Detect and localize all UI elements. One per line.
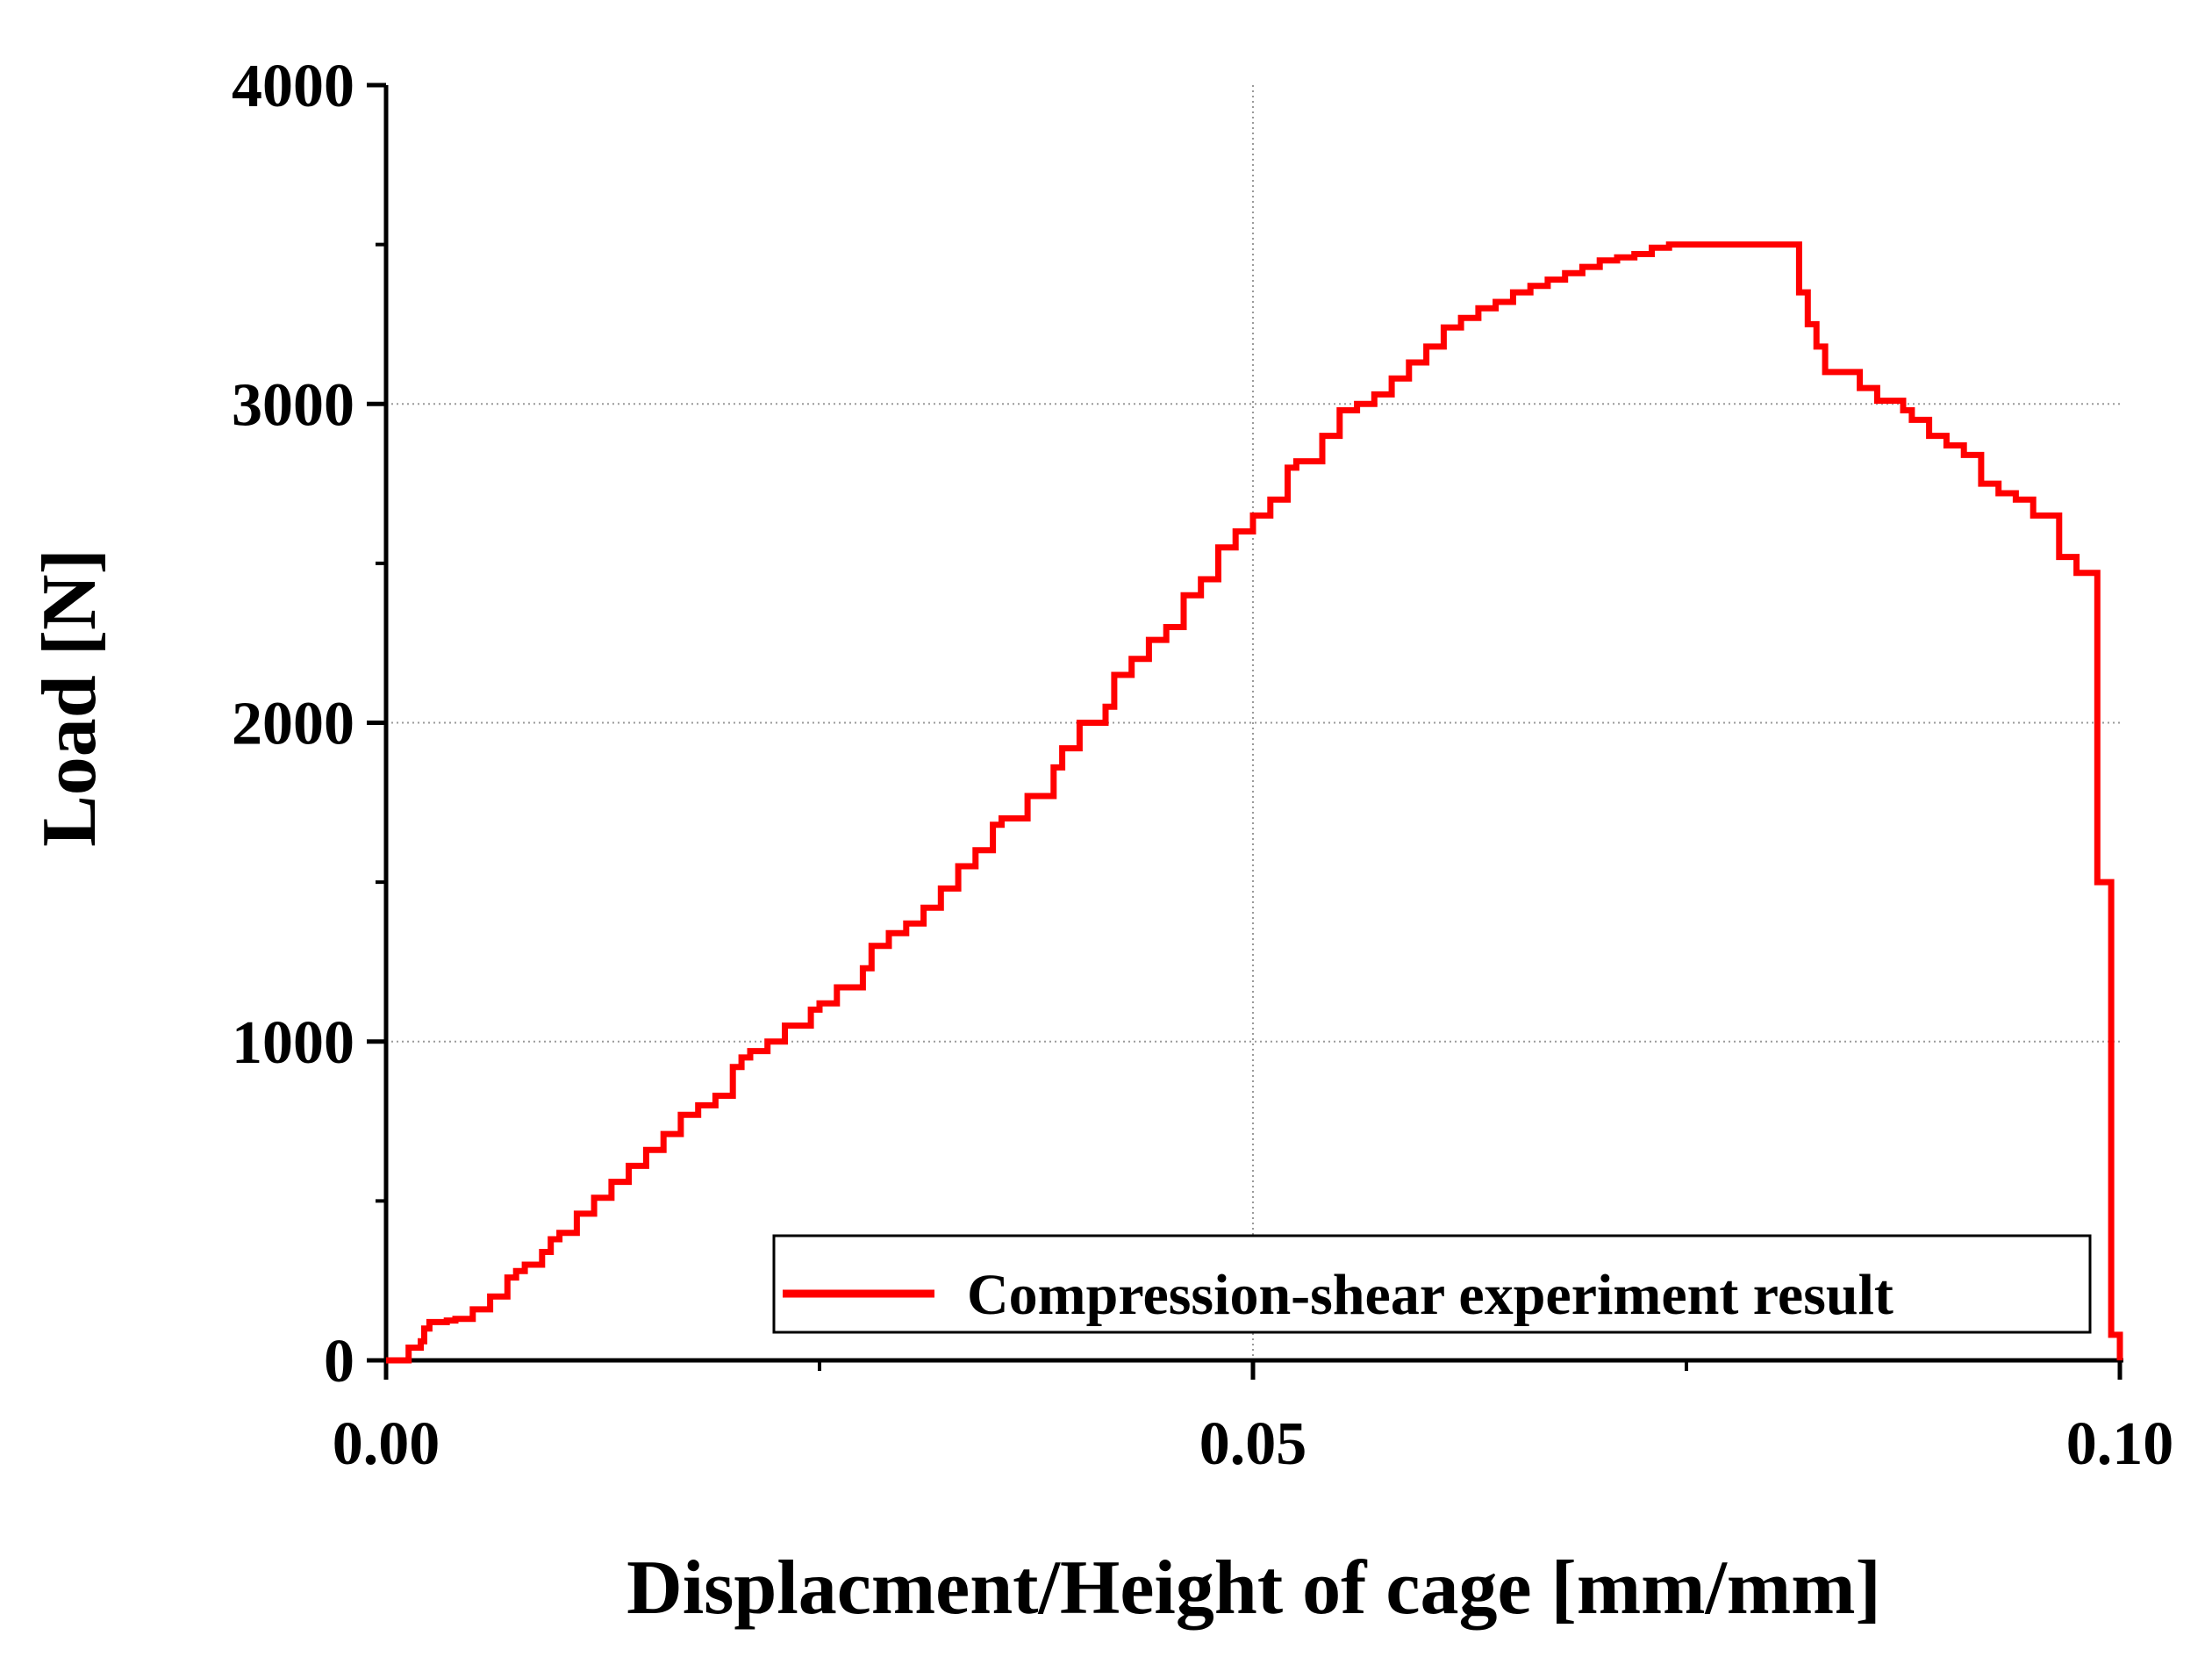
y-tick-label: 2000 bbox=[232, 691, 354, 758]
x-axis-title: Displacment/Height of cage [mm/mm] bbox=[626, 1546, 1881, 1631]
series bbox=[386, 241, 2123, 1364]
y-tick-label: 4000 bbox=[232, 53, 354, 120]
x-tick-label: 0.05 bbox=[1199, 1410, 1307, 1478]
legend-label: Compression-shear experiment result bbox=[967, 1263, 1893, 1327]
series-line bbox=[386, 241, 2123, 1364]
ticks: 0 1000 2000 3000 4000 0.00 0.05 0.10 bbox=[232, 53, 2173, 1478]
legend: Compression-shear experiment result bbox=[772, 1234, 2092, 1334]
x-tick-label: 0.10 bbox=[2066, 1410, 2174, 1478]
y-tick-label: 0 bbox=[324, 1328, 354, 1395]
y-tick-label: 3000 bbox=[232, 371, 354, 439]
y-tick-label: 1000 bbox=[232, 1009, 354, 1077]
legend-box bbox=[772, 1234, 2092, 1334]
x-tick-label: 0.00 bbox=[333, 1410, 440, 1478]
grid-lines bbox=[386, 85, 2120, 1360]
y-axis-title: Load [N] bbox=[27, 549, 112, 847]
